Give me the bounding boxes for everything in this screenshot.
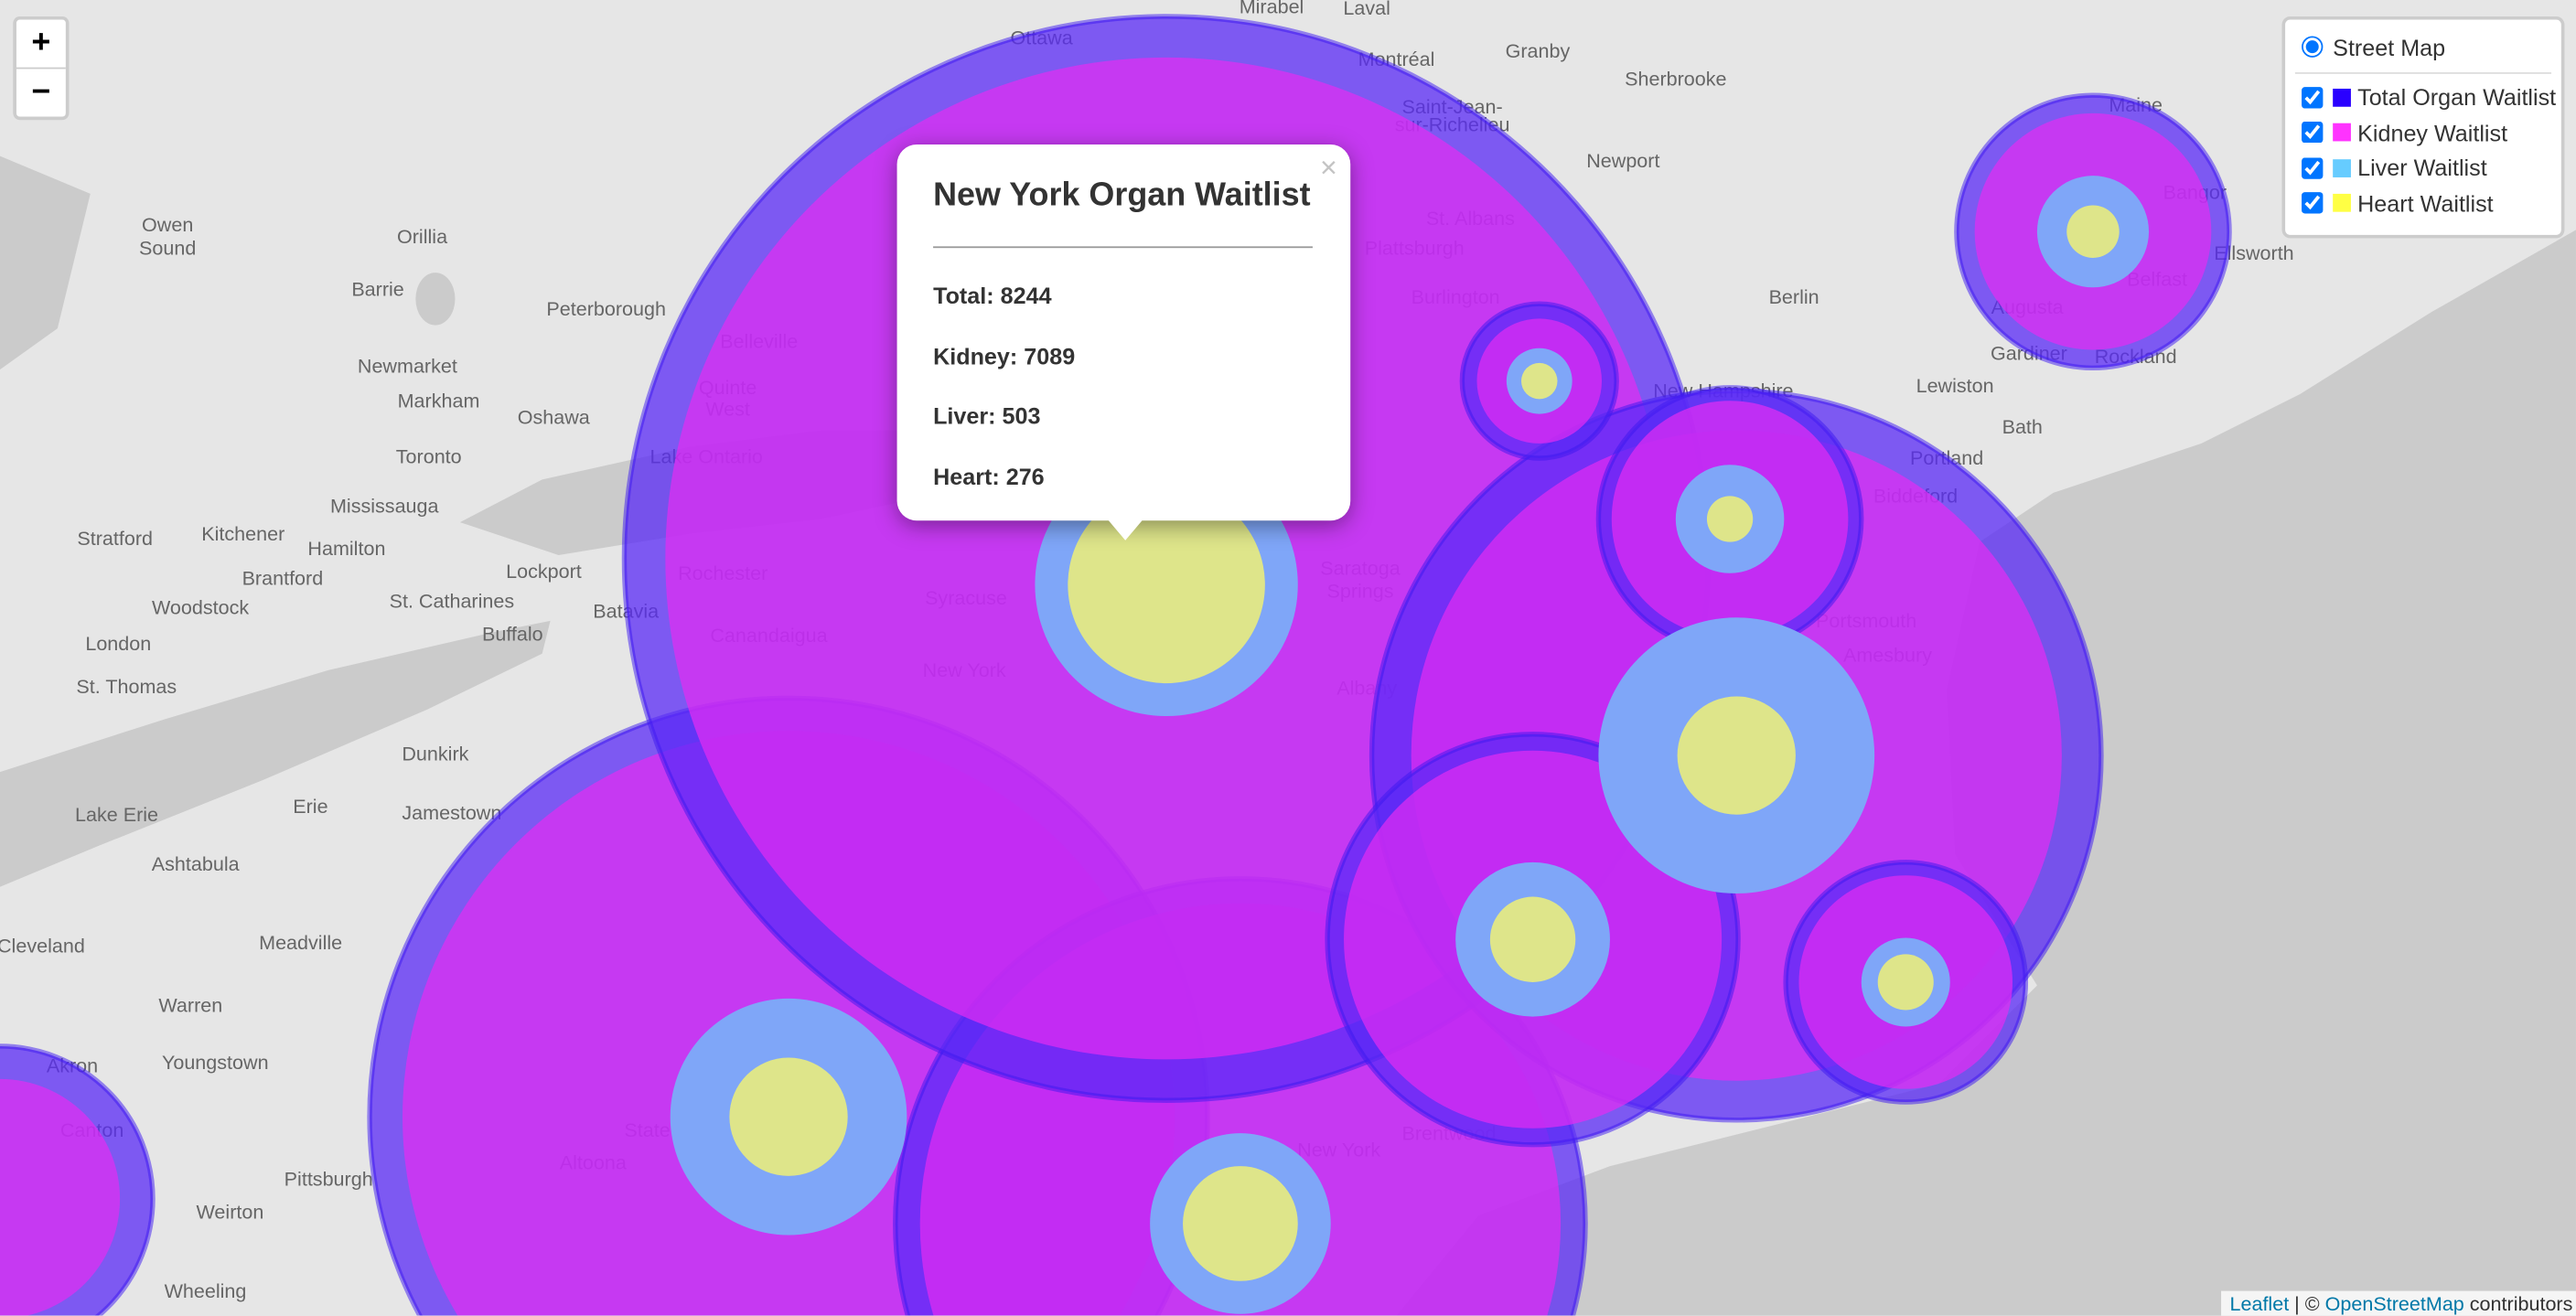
place-label: Buffalo — [482, 622, 543, 645]
overlay-label: Total Organ Waitlist — [2357, 84, 2557, 111]
overlay-checkbox[interactable] — [2302, 86, 2324, 109]
overlay-label: Liver Waitlist — [2357, 155, 2487, 181]
overlay-swatch — [2333, 194, 2351, 213]
osm-link[interactable]: OpenStreetMap — [2324, 1292, 2464, 1316]
place-label: Laval — [1343, 0, 1390, 19]
heart-circle — [2066, 205, 2120, 258]
overlay-layer[interactable]: Total Organ Waitlist — [2285, 80, 2561, 115]
place-label: Meadville — [259, 931, 342, 954]
place-label: Barrie — [351, 277, 403, 300]
overlay-label: Heart Waitlist — [2357, 189, 2494, 217]
overlay-layer[interactable]: Liver Waitlist — [2285, 150, 2561, 186]
layer-control: Street Map Total Organ Waitlist Kidney Wa… — [2281, 16, 2565, 239]
base-label: Street Map — [2333, 34, 2446, 60]
popup-title: New York Organ Waitlist — [933, 177, 1311, 214]
place-label: Oshawa — [518, 405, 590, 428]
place-label: Mississauga — [330, 494, 439, 517]
heart-circle — [729, 1057, 848, 1176]
popup-line: Total: 8244 — [933, 282, 1052, 309]
popup-line: Kidney: 7089 — [933, 343, 1076, 370]
place-label: Hamilton — [307, 537, 385, 560]
zoom-control: + − — [13, 16, 70, 121]
place-label: Ashtabula — [152, 852, 240, 875]
popup-line: Heart: 276 — [933, 463, 1045, 490]
popup-divider — [933, 246, 1313, 249]
zoom-in[interactable]: + — [31, 24, 51, 61]
place-label: Newmarket — [358, 355, 457, 378]
popup-line: Liver: 503 — [933, 401, 1041, 429]
base-radio[interactable] — [2302, 36, 2324, 59]
heart-circle — [1877, 954, 1934, 1011]
place-label: Lockport — [506, 560, 582, 583]
heart-circle — [1706, 496, 1754, 542]
lake-simcoe — [415, 273, 456, 326]
place-label: Youngstown — [162, 1051, 269, 1074]
place-label: Lewiston — [1916, 374, 1994, 397]
overlay-checkbox[interactable] — [2302, 192, 2324, 214]
overlay-layer[interactable]: Heart Waitlist — [2285, 186, 2561, 221]
attribution-sep: | © — [2289, 1292, 2325, 1316]
place-label: Erie — [293, 795, 327, 818]
place-label: London — [85, 632, 151, 655]
place-label: Dunkirk — [402, 743, 468, 765]
overlay-swatch — [2333, 158, 2351, 177]
place-label: Woodstock — [152, 596, 249, 619]
place-label: Wheeling — [165, 1279, 247, 1302]
place-label: Stratford — [77, 527, 153, 550]
place-label: Kitchener — [201, 522, 284, 545]
place-label: Bath — [2002, 415, 2043, 438]
place-label: Cleveland — [0, 935, 85, 958]
overlay-layer[interactable]: Kidney Waitlist — [2285, 115, 2561, 151]
place-label: Pittsburgh — [284, 1168, 373, 1191]
heart-circle — [1677, 696, 1796, 815]
overlay-swatch — [2333, 123, 2351, 142]
heart-circle — [1521, 362, 1558, 400]
separator — [2294, 71, 2552, 73]
place-label: Weirton — [196, 1201, 263, 1224]
place-label: Markham — [398, 389, 480, 412]
kidney-circle — [0, 1078, 121, 1316]
heart-circle — [1183, 1166, 1298, 1281]
popup-tail — [1107, 519, 1143, 540]
place-label: Newport — [1586, 149, 1659, 172]
place-label: Peterborough — [546, 297, 666, 320]
lake-erie — [0, 620, 551, 887]
place-label: St. Catharines — [390, 589, 515, 612]
place-label: Sound — [139, 236, 196, 259]
place-label: Orillia — [397, 225, 447, 248]
heart-circle — [1489, 896, 1576, 982]
place-label: Owen — [142, 213, 193, 236]
lake-huron — [0, 155, 91, 370]
place-label: Brantford — [242, 566, 324, 589]
place-label: Toronto — [396, 444, 462, 467]
place-label: St. Thomas — [76, 675, 177, 698]
overlay-checkbox[interactable] — [2302, 122, 2324, 144]
place-label: Sherbrooke — [1625, 67, 1726, 90]
leaflet-link[interactable]: Leaflet — [2229, 1292, 2290, 1316]
zoom-out[interactable]: − — [16, 67, 66, 117]
place-label: Granby — [1506, 39, 1571, 62]
overlay-checkbox[interactable] — [2302, 156, 2324, 179]
place-label: Mirabel — [1240, 0, 1304, 17]
place-label: Jamestown — [402, 801, 501, 824]
attribution-suffix: contributors — [2463, 1292, 2573, 1316]
overlay-label: Kidney Waitlist — [2357, 119, 2508, 146]
overlay-swatch — [2333, 88, 2351, 107]
place-label: Warren — [158, 993, 222, 1016]
place-label: Lake Erie — [75, 803, 158, 826]
attribution: Leaflet | © OpenStreetMap contributors — [2221, 1290, 2576, 1316]
base-layer[interactable]: Street Map — [2285, 29, 2561, 65]
popup-close[interactable]: × — [1319, 151, 1337, 185]
popup: × New York Organ Waitlist Total: 8244 Ki… — [896, 144, 1351, 521]
place-label: Berlin — [1769, 285, 1819, 308]
